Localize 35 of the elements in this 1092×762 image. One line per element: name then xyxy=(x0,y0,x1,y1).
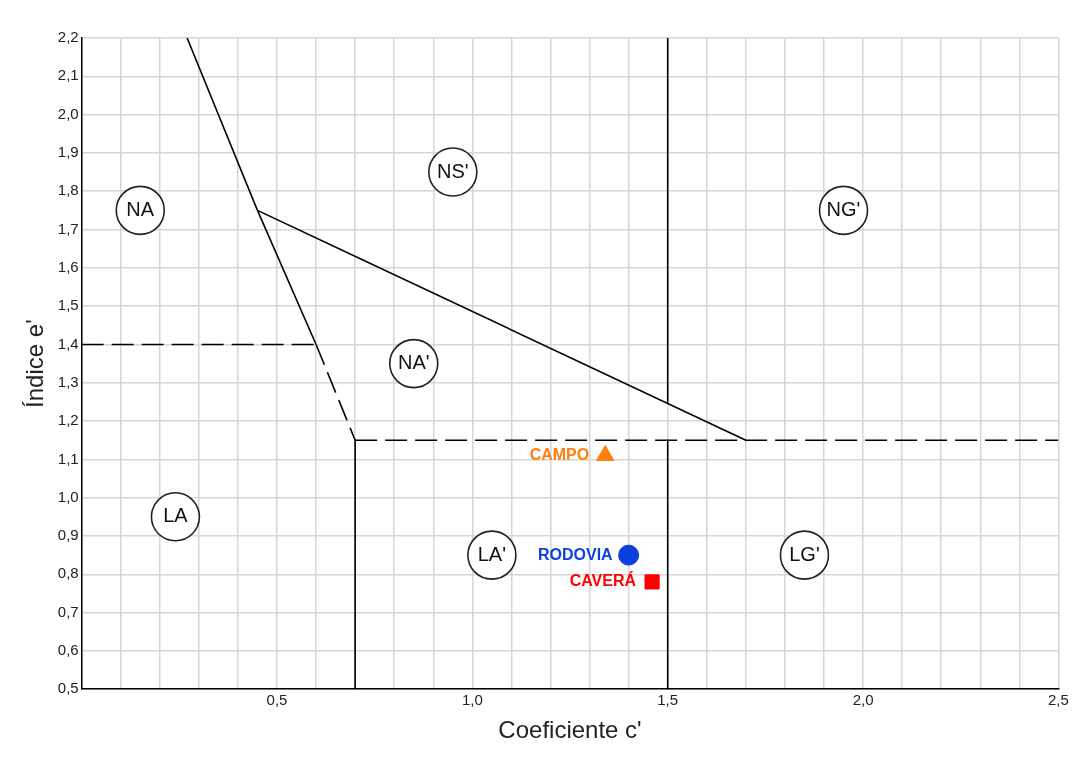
data-label: LG' xyxy=(789,542,820,565)
y-tick-label: 1,1 xyxy=(57,449,79,467)
series-label: CAVERÁ xyxy=(569,571,637,590)
x-tick-label: 1,5 xyxy=(657,691,679,709)
y-tick-label: 1,2 xyxy=(57,411,79,429)
y-tick-label: 2,0 xyxy=(57,104,79,122)
y-tick-label: 1,6 xyxy=(57,257,79,275)
y-tick-label: 0,7 xyxy=(57,602,79,620)
y-tick-label: 1,5 xyxy=(57,296,79,314)
x-tick-label: 2,0 xyxy=(852,691,874,709)
series-label: CAMPO xyxy=(529,445,590,463)
y-tick-label: 0,8 xyxy=(57,564,79,582)
data-label: LA' xyxy=(477,542,507,565)
data-label: LA xyxy=(163,504,189,527)
y-tick-label: 0,6 xyxy=(57,641,79,659)
y-tick-label: 1,4 xyxy=(57,334,79,352)
y-tick-label: 1,3 xyxy=(57,372,79,390)
x-axis-title: Coeficiente c' xyxy=(498,716,642,744)
y-tick-label: 2,2 xyxy=(57,28,79,46)
series-label: RODOVIA xyxy=(537,545,614,563)
y-tick-label: 1,0 xyxy=(57,487,79,505)
data-label: NA' xyxy=(397,351,430,374)
y-tick-label: 1,8 xyxy=(57,181,79,199)
data-label: NG' xyxy=(826,197,861,220)
y-tick-label: 2,1 xyxy=(57,66,79,84)
y-tick-label: 1,7 xyxy=(57,219,79,237)
x-tick-label: 2,5 xyxy=(1047,691,1069,709)
y-tick-label: 1,9 xyxy=(57,143,79,161)
data-label: NS' xyxy=(437,159,469,182)
data-label: NA xyxy=(126,197,155,220)
y-tick-label: 0,5 xyxy=(57,679,79,697)
y-axis-title: Índice e' xyxy=(21,319,49,408)
x-tick-label: 0,5 xyxy=(266,691,288,709)
y-tick-label: 0,9 xyxy=(57,526,79,544)
x-tick-label: 1,0 xyxy=(461,691,483,709)
